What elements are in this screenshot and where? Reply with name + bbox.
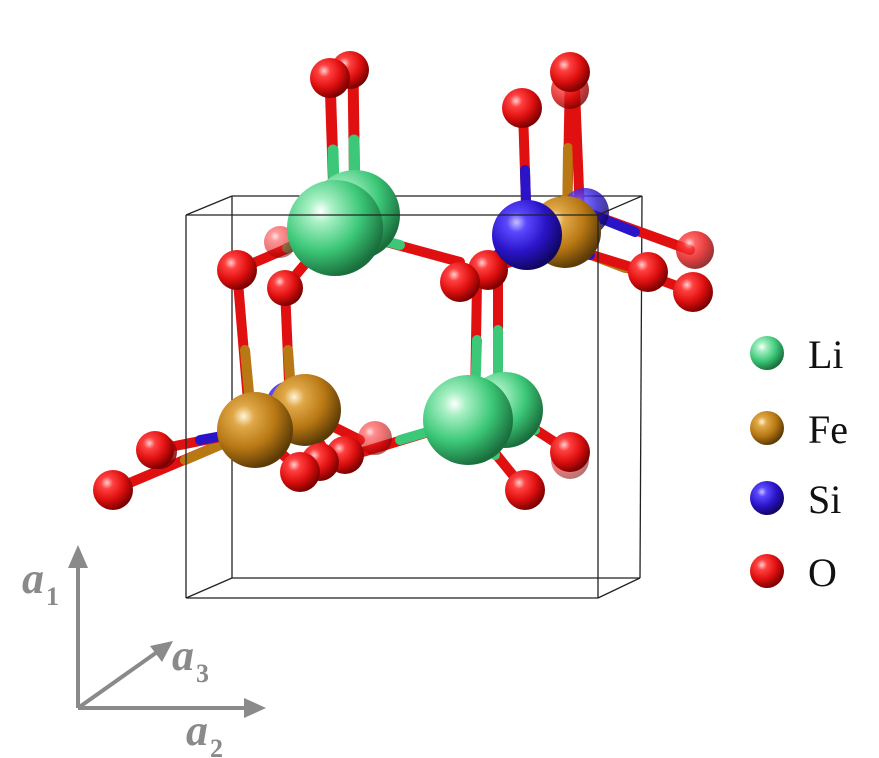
legend-item-si: Si (750, 477, 841, 522)
axis-a1-label: a1 (22, 554, 59, 611)
axis-a3-line (76, 648, 162, 710)
atom-o (676, 231, 714, 269)
atom-o (550, 432, 590, 472)
legend-item-o: O (750, 550, 837, 595)
bonds (108, 64, 698, 495)
atom-fe (217, 392, 293, 468)
legend-label-fe: Fe (808, 407, 848, 452)
atom-o (628, 252, 668, 292)
legend-item-li: Li (750, 332, 844, 377)
atom-o (310, 58, 350, 98)
legend-label-si: Si (808, 477, 841, 522)
atom-o (93, 470, 133, 510)
axis-a3-arrowhead (150, 641, 173, 662)
legend-swatch-o (750, 554, 784, 588)
atom-o (502, 88, 542, 128)
atom-li (287, 180, 383, 276)
atom-o (136, 431, 174, 469)
atom-li (423, 375, 513, 465)
axis-a1-arrowhead (68, 545, 88, 568)
legend-label-li: Li (808, 332, 844, 377)
atom-o (550, 52, 590, 92)
atom-o (217, 250, 257, 290)
legend-label-o: O (808, 550, 837, 595)
atom-o (358, 421, 392, 455)
axis-a2-arrowhead (244, 698, 266, 718)
atom-o (280, 452, 320, 492)
legend-swatch-fe (750, 411, 784, 445)
atoms (93, 51, 714, 510)
atom-o (267, 270, 303, 306)
atom-o (673, 272, 713, 312)
unit-cell-front (185, 195, 643, 599)
axis-a3-label: a3 (172, 631, 209, 688)
atom-si (492, 200, 562, 270)
atom-o (505, 470, 545, 510)
legend-swatch-li (750, 336, 784, 370)
lattice-axes: a1 a2 a3 (22, 545, 266, 758)
legend-item-fe: Fe (750, 407, 848, 452)
axis-a2-label: a2 (186, 706, 223, 758)
legend: Li Fe Si O (750, 332, 848, 595)
legend-swatch-si (750, 481, 784, 515)
atom-o (440, 262, 480, 302)
